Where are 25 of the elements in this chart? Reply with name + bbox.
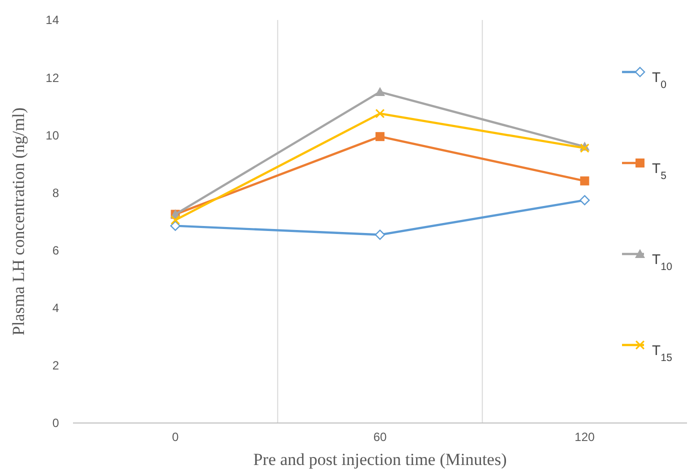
point — [376, 109, 384, 118]
y-tick-label: 4 — [52, 301, 60, 316]
legend-label: T$_{5}$ — [652, 160, 667, 182]
point — [580, 195, 590, 206]
point — [170, 216, 180, 225]
point — [376, 132, 384, 142]
legend-label: T$_{0}$ — [652, 69, 667, 91]
y-tick-label: 12 — [46, 70, 60, 85]
x-tick-label: 0 — [172, 430, 179, 444]
x-axis-title: Pre and post injection time (Minutes) — [253, 450, 507, 469]
point — [580, 176, 590, 186]
legend-label: T$_{15}$ — [652, 342, 672, 364]
y-tick-label: 10 — [46, 128, 60, 142]
x-tick-label: 120 — [574, 430, 595, 444]
point — [170, 220, 180, 231]
y-tick-label: 0 — [52, 416, 60, 430]
point — [375, 86, 385, 96]
y-tick-label: 6 — [52, 243, 60, 258]
x-tick-label: 60 — [373, 430, 387, 444]
y-tick-label: 8 — [52, 186, 60, 200]
point — [374, 230, 386, 240]
y-tick-label: 2 — [52, 358, 60, 373]
legend-label: T$_{10}$ — [652, 251, 672, 273]
y-axis-title: Plasma LH concentration (ng/ml) — [9, 107, 28, 336]
y-tick-label: 14 — [46, 13, 60, 28]
